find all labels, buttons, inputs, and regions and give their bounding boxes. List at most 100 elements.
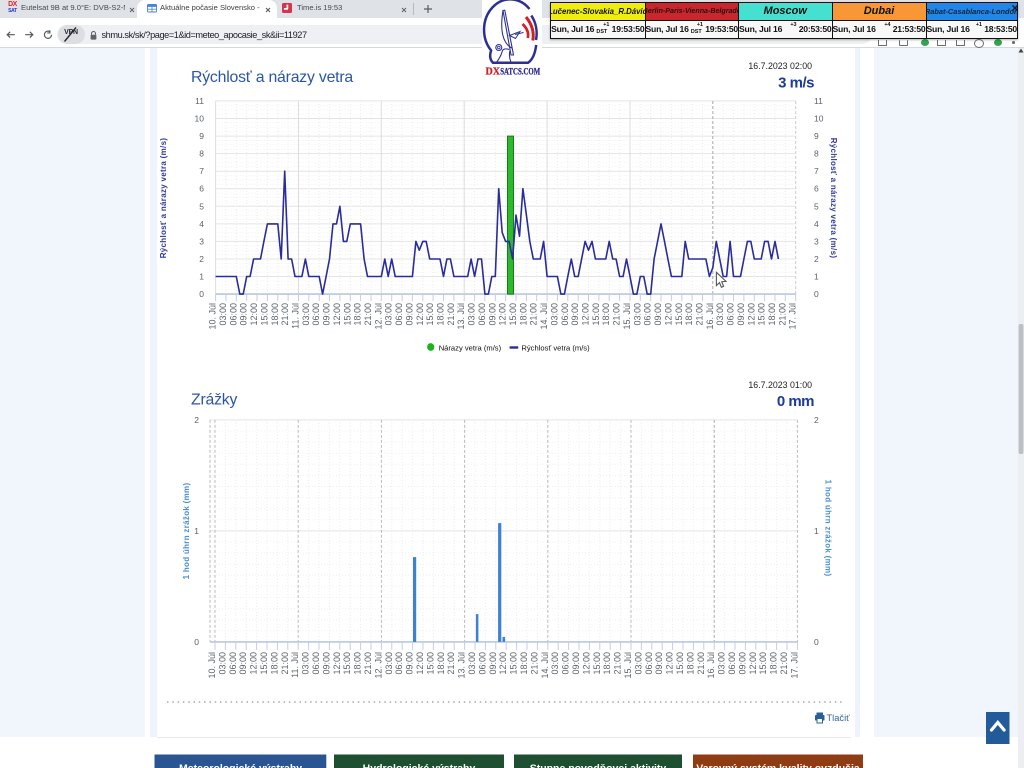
svg-text:06:00: 06:00 xyxy=(477,303,487,326)
svg-text:1 hod úhrn zrážok (mm): 1 hod úhrn zrážok (mm) xyxy=(824,480,833,577)
svg-text:SATCS.COM: SATCS.COM xyxy=(500,66,540,77)
svg-text:15:00: 15:00 xyxy=(259,303,269,326)
svg-text:1: 1 xyxy=(814,526,819,536)
svg-text:03:00: 03:00 xyxy=(301,303,311,326)
svg-text:9: 9 xyxy=(814,131,819,141)
svg-text:2: 2 xyxy=(814,415,819,425)
svg-text:15:00: 15:00 xyxy=(509,652,519,675)
svg-text:03:00: 03:00 xyxy=(218,303,228,326)
svg-text:12:00: 12:00 xyxy=(498,652,508,675)
svg-text:09:00: 09:00 xyxy=(322,303,332,326)
svg-text:06:00: 06:00 xyxy=(726,303,736,326)
svg-text:Rýchlosť a nárazy vetra (m/s): Rýchlosť a nárazy vetra (m/s) xyxy=(159,138,168,259)
svg-text:21:00: 21:00 xyxy=(777,303,787,326)
svg-text:06:00: 06:00 xyxy=(643,303,653,326)
svg-text:03:00: 03:00 xyxy=(384,303,394,326)
svg-text:21:00: 21:00 xyxy=(612,303,622,326)
svg-text:5: 5 xyxy=(814,201,819,211)
svg-text:09:00: 09:00 xyxy=(488,652,498,675)
svg-text:18:00: 18:00 xyxy=(767,303,777,326)
svg-text:4: 4 xyxy=(199,219,204,229)
svg-text:15:00: 15:00 xyxy=(592,652,602,675)
svg-text:2: 2 xyxy=(814,254,819,264)
svg-text:12:00: 12:00 xyxy=(748,652,758,675)
svg-text:12:00: 12:00 xyxy=(415,303,425,326)
svg-text:09:00: 09:00 xyxy=(737,652,747,675)
svg-text:13. Júl: 13. Júl xyxy=(457,652,467,679)
svg-text:DX: DX xyxy=(486,66,501,77)
svg-text:12:00: 12:00 xyxy=(332,303,342,326)
svg-text:12:00: 12:00 xyxy=(746,303,756,326)
svg-text:09:00: 09:00 xyxy=(487,303,497,326)
svg-text:15:00: 15:00 xyxy=(674,303,684,326)
svg-text:18:00: 18:00 xyxy=(601,303,611,326)
svg-text:4: 4 xyxy=(814,219,819,229)
svg-text:15:00: 15:00 xyxy=(757,303,767,326)
svg-text:03:00: 03:00 xyxy=(467,652,477,675)
svg-text:09:00: 09:00 xyxy=(654,652,664,675)
svg-text:03:00: 03:00 xyxy=(549,303,559,326)
svg-text:0: 0 xyxy=(814,637,819,647)
svg-text:Zrážky: Zrážky xyxy=(191,392,237,409)
svg-text:21:00: 21:00 xyxy=(779,652,789,675)
svg-text:15:00: 15:00 xyxy=(425,303,435,326)
svg-text:18:00: 18:00 xyxy=(769,652,779,675)
svg-text:10: 10 xyxy=(195,114,205,124)
svg-text:Nárazy vetra (m/s): Nárazy vetra (m/s) xyxy=(439,343,502,352)
svg-text:15:00: 15:00 xyxy=(259,652,269,675)
svg-text:03:00: 03:00 xyxy=(217,652,227,675)
svg-text:21:00: 21:00 xyxy=(446,652,456,675)
svg-text:21:00: 21:00 xyxy=(363,303,373,326)
svg-text:09:00: 09:00 xyxy=(653,303,663,326)
svg-text:06:00: 06:00 xyxy=(394,652,404,675)
svg-text:09:00: 09:00 xyxy=(570,303,580,326)
svg-text:12:00: 12:00 xyxy=(663,303,673,326)
svg-text:Tlačiť: Tlačiť xyxy=(827,713,851,723)
svg-text:06:00: 06:00 xyxy=(311,303,321,326)
svg-text:18:00: 18:00 xyxy=(685,652,695,675)
svg-text:Rýchlosť a nárazy vetra: Rýchlosť a nárazy vetra xyxy=(191,69,353,86)
svg-text:13. Júl: 13. Júl xyxy=(456,303,466,330)
svg-text:12:00: 12:00 xyxy=(498,303,508,326)
svg-text:03:00: 03:00 xyxy=(301,652,311,675)
svg-text:03:00: 03:00 xyxy=(467,303,477,326)
svg-text:03:00: 03:00 xyxy=(633,652,643,675)
svg-text:18:00: 18:00 xyxy=(519,652,529,675)
svg-text:21:00: 21:00 xyxy=(529,303,539,326)
svg-text:15:00: 15:00 xyxy=(342,303,352,326)
svg-text:12:00: 12:00 xyxy=(581,303,591,326)
svg-text:Rýchlosť a nárazy vetra (m/s): Rýchlosť a nárazy vetra (m/s) xyxy=(829,138,838,259)
svg-text:18:00: 18:00 xyxy=(270,303,280,326)
svg-text:0: 0 xyxy=(199,289,204,299)
svg-text:9: 9 xyxy=(199,131,204,141)
svg-text:Hydrologické výstrahy: Hydrologické výstrahy xyxy=(363,763,476,768)
svg-text:15. Júl: 15. Júl xyxy=(623,652,633,679)
svg-text:09:00: 09:00 xyxy=(404,303,414,326)
svg-text:12:00: 12:00 xyxy=(249,303,259,326)
svg-text:09:00: 09:00 xyxy=(238,652,248,675)
svg-text:09:00: 09:00 xyxy=(405,652,415,675)
svg-text:12. Júl: 12. Júl xyxy=(373,652,383,679)
svg-text:1: 1 xyxy=(814,272,819,282)
svg-text:7: 7 xyxy=(199,166,204,176)
svg-text:12:00: 12:00 xyxy=(415,652,425,675)
svg-text:18:00: 18:00 xyxy=(436,303,446,326)
svg-text:03:00: 03:00 xyxy=(550,652,560,675)
svg-text:18:00: 18:00 xyxy=(684,303,694,326)
svg-text:11. Júl: 11. Júl xyxy=(291,303,301,329)
svg-text:2: 2 xyxy=(199,254,204,264)
svg-text:06:00: 06:00 xyxy=(228,303,238,326)
svg-text:Meteorologické výstrahy: Meteorologické výstrahy xyxy=(179,763,302,768)
svg-text:06:00: 06:00 xyxy=(644,652,654,675)
svg-text:14. Júl: 14. Júl xyxy=(539,303,549,330)
svg-text:Varovný systém kvality ovzduši: Varovný systém kvality ovzdušia xyxy=(696,763,860,768)
svg-text:10. Júl: 10. Júl xyxy=(207,652,217,679)
svg-text:6: 6 xyxy=(814,184,819,194)
svg-text:16. Júl: 16. Júl xyxy=(706,652,716,679)
svg-text:6: 6 xyxy=(199,184,204,194)
svg-text:21:00: 21:00 xyxy=(363,652,373,675)
svg-text:15:00: 15:00 xyxy=(342,652,352,675)
svg-text:03:00: 03:00 xyxy=(384,652,394,675)
svg-text:21:00: 21:00 xyxy=(446,303,456,326)
svg-text:18:00: 18:00 xyxy=(602,652,612,675)
